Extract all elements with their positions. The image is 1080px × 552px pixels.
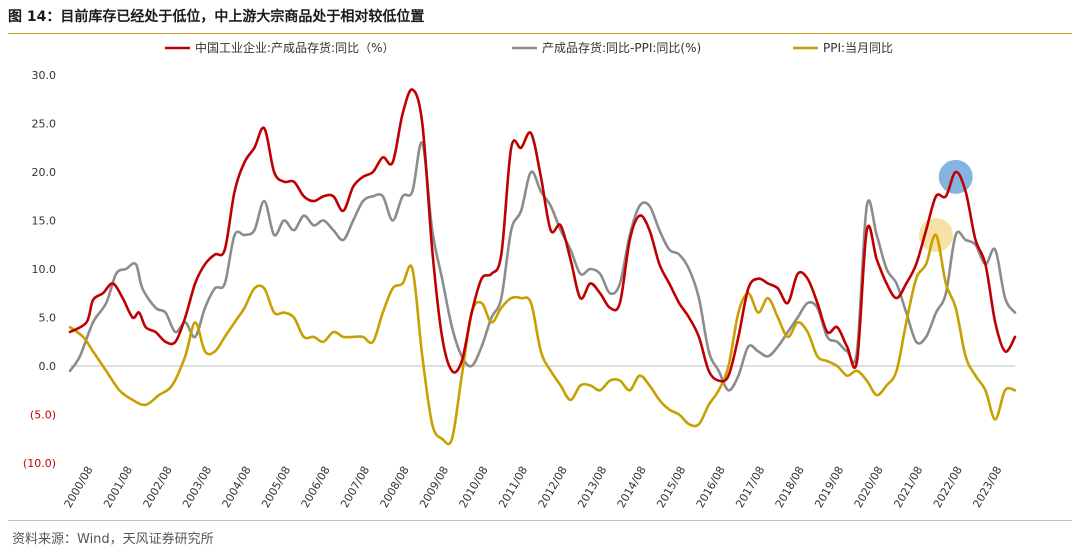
source-note: 资料来源：Wind，天风证券研究所 [12,532,214,547]
legend-label: 产成品存货:同比-PPI:同比(%) [542,40,701,55]
x-tick-label: 2009/08 [417,464,451,510]
series-line-2 [68,233,1017,446]
chart-legend: 中国工业企业:产成品存货:同比（%） 产成品存货:同比-PPI:同比(%) PPI:… [165,40,893,55]
x-tick-label: 2000/08 [62,464,96,510]
legend-label: 中国工业企业:产成品存货:同比（%） [195,40,395,55]
y-tick-label: 20.0 [32,166,57,179]
x-tick-label: 2014/08 [615,464,649,510]
title-divider [8,33,1072,34]
x-tick-label: 2015/08 [654,464,688,510]
x-tick-label: 2003/08 [180,464,214,510]
x-tick-label: 2016/08 [694,464,728,510]
x-tick-label: 2004/08 [220,464,254,510]
line-chart: 中国工业企业:产成品存货:同比（%） 产成品存货:同比-PPI:同比(%) PPI:… [23,40,1017,510]
y-tick-label: 0.0 [39,360,57,373]
x-tick-label: 2021/08 [891,464,925,510]
y-tick-label: (5.0) [30,409,56,422]
y-tick-label: 30.0 [32,69,57,82]
x-tick-label: 2023/08 [970,464,1004,510]
legend-label: PPI:当月同比 [823,41,893,55]
x-tick-label: 2006/08 [299,464,333,510]
series-line-0 [68,88,1017,383]
footer-divider [8,520,1072,521]
y-tick-label: (10.0) [23,457,56,470]
x-tick-label: 2022/08 [931,464,965,510]
chart-series [68,88,1017,446]
x-tick-label: 2011/08 [496,464,530,510]
y-tick-label: 15.0 [32,215,57,228]
x-tick-label: 2002/08 [141,464,175,510]
x-tick-label: 2018/08 [773,464,807,510]
x-tick-label: 2017/08 [733,464,767,510]
x-tick-label: 2019/08 [812,464,846,510]
x-tick-label: 2020/08 [852,464,886,510]
x-tick-label: 2010/08 [457,464,491,510]
x-tick-label: 2007/08 [338,464,372,510]
x-tick-label: 2012/08 [536,464,570,510]
x-tick-label: 2013/08 [575,464,609,510]
x-tick-label: 2005/08 [259,464,293,510]
y-tick-label: 10.0 [32,263,57,276]
x-tick-label: 2008/08 [378,464,412,510]
y-tick-label: 25.0 [32,118,57,131]
x-tick-label: 2001/08 [101,464,135,510]
highlight-circle [938,159,973,194]
x-axis: 2000/08 2001/08 2002/08 2003/08 2004/08 2005/… [62,464,1005,510]
y-axis: 30.0 25.0 20.0 15.0 10.0 5.0 0.0 (5.0) (10.0) [23,69,56,470]
figure-title: 图 14：目前库存已经处于低位，中上游大宗商品处于相对较低位置 [8,9,425,25]
y-tick-label: 5.0 [39,312,57,325]
